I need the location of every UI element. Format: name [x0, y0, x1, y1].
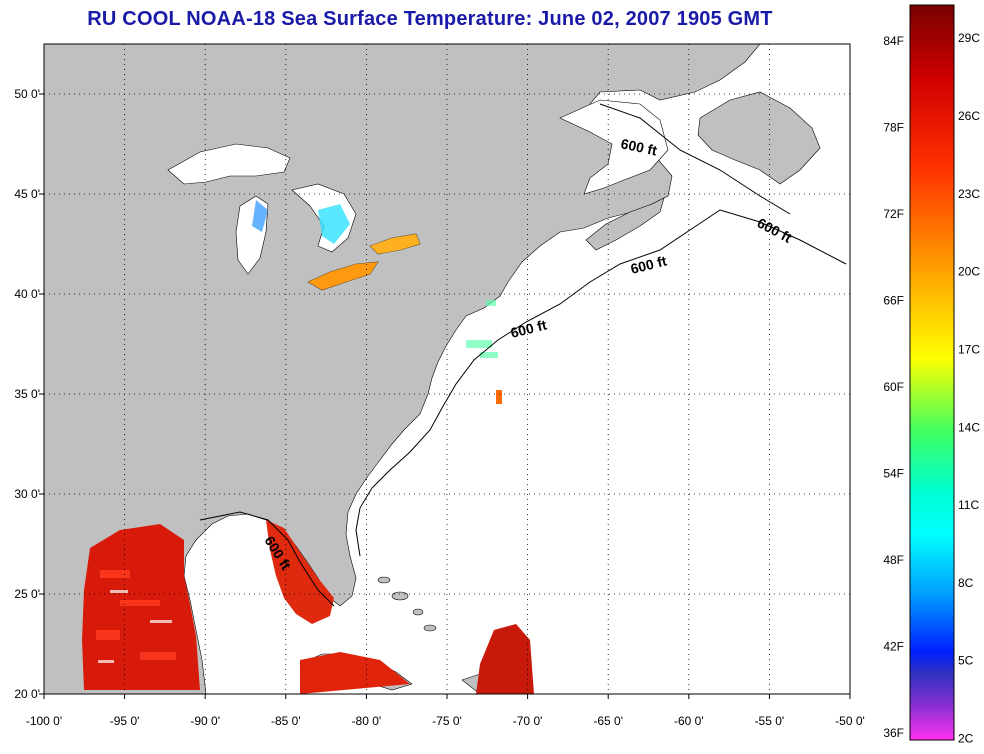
- colorbar-f-label: 42F: [883, 639, 904, 653]
- sst-lake-michigan: [252, 200, 268, 232]
- colorbar-c-label: 11C: [958, 498, 979, 512]
- lon-tick-label: -50 0': [835, 714, 865, 728]
- bathymetry-contour-600ft-north: [599, 103, 791, 215]
- colorbar-c-label: 14C: [958, 420, 980, 434]
- lon-tick-label: -100 0': [26, 714, 62, 728]
- lon-tick-label: -95 0': [110, 714, 140, 728]
- colorbar-c-label: 26C: [958, 109, 980, 123]
- lon-axis: -100 0' -95 0' -90 0' -85 0' -80 0' -75 0' -70…: [26, 694, 865, 728]
- grid-lines: [44, 44, 850, 694]
- lat-tick-label: 50 0': [14, 87, 40, 101]
- colorbar-f-label: 48F: [883, 553, 904, 567]
- lon-tick-label: -65 0': [593, 714, 623, 728]
- colorbar-c-label: 20C: [958, 265, 980, 279]
- bathymetry-contour-600ft: [355, 209, 847, 557]
- colorbar-fahrenheit-labels: 84F 78F 72F 66F 60F 54F 48F 42F 36F: [883, 34, 904, 740]
- lon-tick-label: -70 0': [513, 714, 543, 728]
- sst-lake-ontario: [370, 234, 420, 254]
- lon-tick-label: -85 0': [271, 714, 301, 728]
- colorbar-f-label: 66F: [883, 293, 904, 307]
- sst-gulf-speckles: [96, 570, 176, 660]
- colorbar-celsius-labels: 29C 26C 23C 20C 17C 14C 11C 8C 5C 2C: [958, 31, 980, 745]
- sst-lake-erie: [308, 262, 378, 290]
- bathymetry-contour-600ft-gulf: [199, 511, 335, 607]
- lon-tick-label: -60 0': [674, 714, 704, 728]
- colorbar-c-label: 2C: [958, 732, 974, 746]
- sst-gulf-gaps: [98, 590, 172, 663]
- nova-scotia: [585, 197, 665, 251]
- lat-tick-label: 30 0': [14, 487, 40, 501]
- lon-tick-label: -90 0': [190, 714, 220, 728]
- lat-tick-label: 45 0': [14, 187, 40, 201]
- colorbar-f-label: 36F: [883, 726, 904, 740]
- colorbar-c-label: 8C: [958, 576, 974, 590]
- lon-tick-label: -80 0': [352, 714, 382, 728]
- colorbar-f-label: 60F: [883, 380, 904, 394]
- contour-label-1: 600 ft: [619, 135, 658, 158]
- lon-tick-label: -75 0': [432, 714, 462, 728]
- newfoundland: [697, 91, 821, 185]
- sst-lake-huron: [318, 204, 350, 244]
- colorbar-f-label: 72F: [883, 207, 904, 221]
- lat-tick-label: 35 0': [14, 387, 40, 401]
- sst-gulf-of-mexico: [82, 524, 200, 690]
- sst-south-atlantic: [476, 624, 534, 694]
- lat-axis: 50 0' 45 0' 40 0' 35 0' 30 0' 25 0' 20 0': [14, 87, 44, 701]
- colorbar-c-label: 17C: [958, 342, 980, 356]
- sst-florida-west: [266, 520, 334, 624]
- colorbar-c-label: 23C: [958, 187, 980, 201]
- lat-tick-label: 25 0': [14, 587, 40, 601]
- lat-tick-label: 20 0': [14, 687, 40, 701]
- colorbar-f-label: 78F: [883, 121, 904, 135]
- colorbar-c-label: 29C: [958, 31, 980, 45]
- gulf-st-lawrence: [559, 99, 669, 195]
- sst-caribbean: [300, 652, 410, 694]
- colorbar-f-label: 84F: [883, 34, 904, 48]
- colorbar-f-label: 54F: [883, 466, 904, 480]
- colorbar-c-label: 5C: [958, 654, 974, 668]
- lat-tick-label: 40 0': [14, 287, 40, 301]
- sst-midatlantic-patches: [466, 300, 498, 358]
- lon-tick-label: -55 0': [755, 714, 785, 728]
- colorbar: [909, 4, 955, 741]
- sst-gulfstream-patch: [496, 390, 502, 404]
- bahamas-islands: [377, 576, 437, 632]
- map-title: RU COOL NOAA-18 Sea Surface Temperature:…: [87, 8, 773, 30]
